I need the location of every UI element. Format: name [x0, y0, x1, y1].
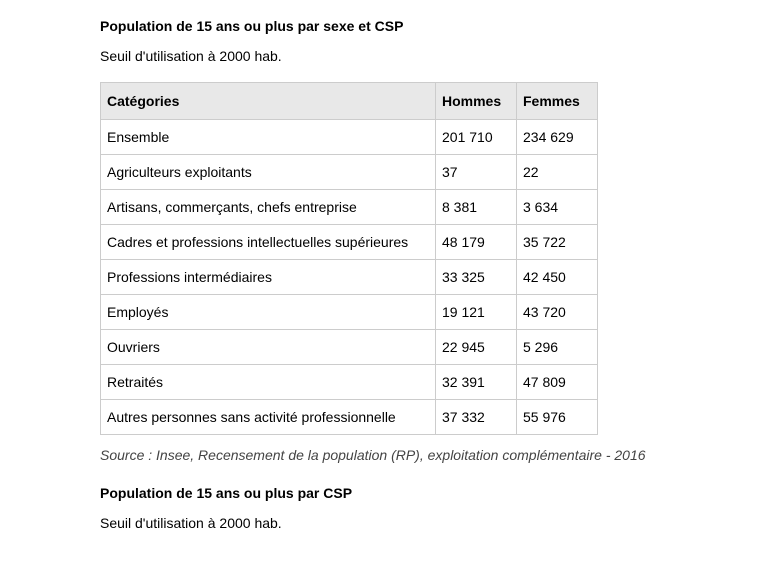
- table-row: Professions intermédiaires 33 325 42 450: [101, 260, 598, 295]
- section2-subtitle: Seuil d'utilisation à 2000 hab.: [100, 515, 740, 531]
- col-header-hommes: Hommes: [436, 83, 517, 120]
- col-header-femmes: Femmes: [517, 83, 598, 120]
- cell-hommes: 8 381: [436, 190, 517, 225]
- cell-category: Professions intermédiaires: [101, 260, 436, 295]
- cell-category: Agriculteurs exploitants: [101, 155, 436, 190]
- col-header-categories: Catégories: [101, 83, 436, 120]
- table-row: Ouvriers 22 945 5 296: [101, 330, 598, 365]
- cell-femmes: 5 296: [517, 330, 598, 365]
- cell-category: Retraités: [101, 365, 436, 400]
- cell-femmes: 234 629: [517, 120, 598, 155]
- cell-femmes: 22: [517, 155, 598, 190]
- table-row: Agriculteurs exploitants 37 22: [101, 155, 598, 190]
- cell-femmes: 35 722: [517, 225, 598, 260]
- cell-category: Employés: [101, 295, 436, 330]
- cell-category: Artisans, commerçants, chefs entreprise: [101, 190, 436, 225]
- cell-hommes: 201 710: [436, 120, 517, 155]
- cell-hommes: 32 391: [436, 365, 517, 400]
- cell-category: Ouvriers: [101, 330, 436, 365]
- section1-subtitle: Seuil d'utilisation à 2000 hab.: [100, 48, 740, 64]
- cell-femmes: 43 720: [517, 295, 598, 330]
- cell-hommes: 19 121: [436, 295, 517, 330]
- cell-hommes: 48 179: [436, 225, 517, 260]
- section1-source: Source : Insee, Recensement de la popula…: [100, 447, 740, 463]
- cell-hommes: 37: [436, 155, 517, 190]
- table-header-row: Catégories Hommes Femmes: [101, 83, 598, 120]
- cell-hommes: 22 945: [436, 330, 517, 365]
- table-row: Ensemble 201 710 234 629: [101, 120, 598, 155]
- cell-hommes: 37 332: [436, 400, 517, 435]
- cell-femmes: 47 809: [517, 365, 598, 400]
- page-content: Population de 15 ans ou plus par sexe et…: [0, 0, 740, 531]
- table-row: Artisans, commerçants, chefs entreprise …: [101, 190, 598, 225]
- cell-category: Autres personnes sans activité professio…: [101, 400, 436, 435]
- cell-category: Ensemble: [101, 120, 436, 155]
- table-row: Employés 19 121 43 720: [101, 295, 598, 330]
- cell-femmes: 3 634: [517, 190, 598, 225]
- cell-category: Cadres et professions intellectuelles su…: [101, 225, 436, 260]
- table-row: Cadres et professions intellectuelles su…: [101, 225, 598, 260]
- table-row: Retraités 32 391 47 809: [101, 365, 598, 400]
- cell-femmes: 55 976: [517, 400, 598, 435]
- section2-title: Population de 15 ans ou plus par CSP: [100, 485, 740, 501]
- table-row: Autres personnes sans activité professio…: [101, 400, 598, 435]
- cell-hommes: 33 325: [436, 260, 517, 295]
- population-by-sex-csp-table: Catégories Hommes Femmes Ensemble 201 71…: [100, 82, 598, 435]
- section1-title: Population de 15 ans ou plus par sexe et…: [100, 18, 740, 34]
- cell-femmes: 42 450: [517, 260, 598, 295]
